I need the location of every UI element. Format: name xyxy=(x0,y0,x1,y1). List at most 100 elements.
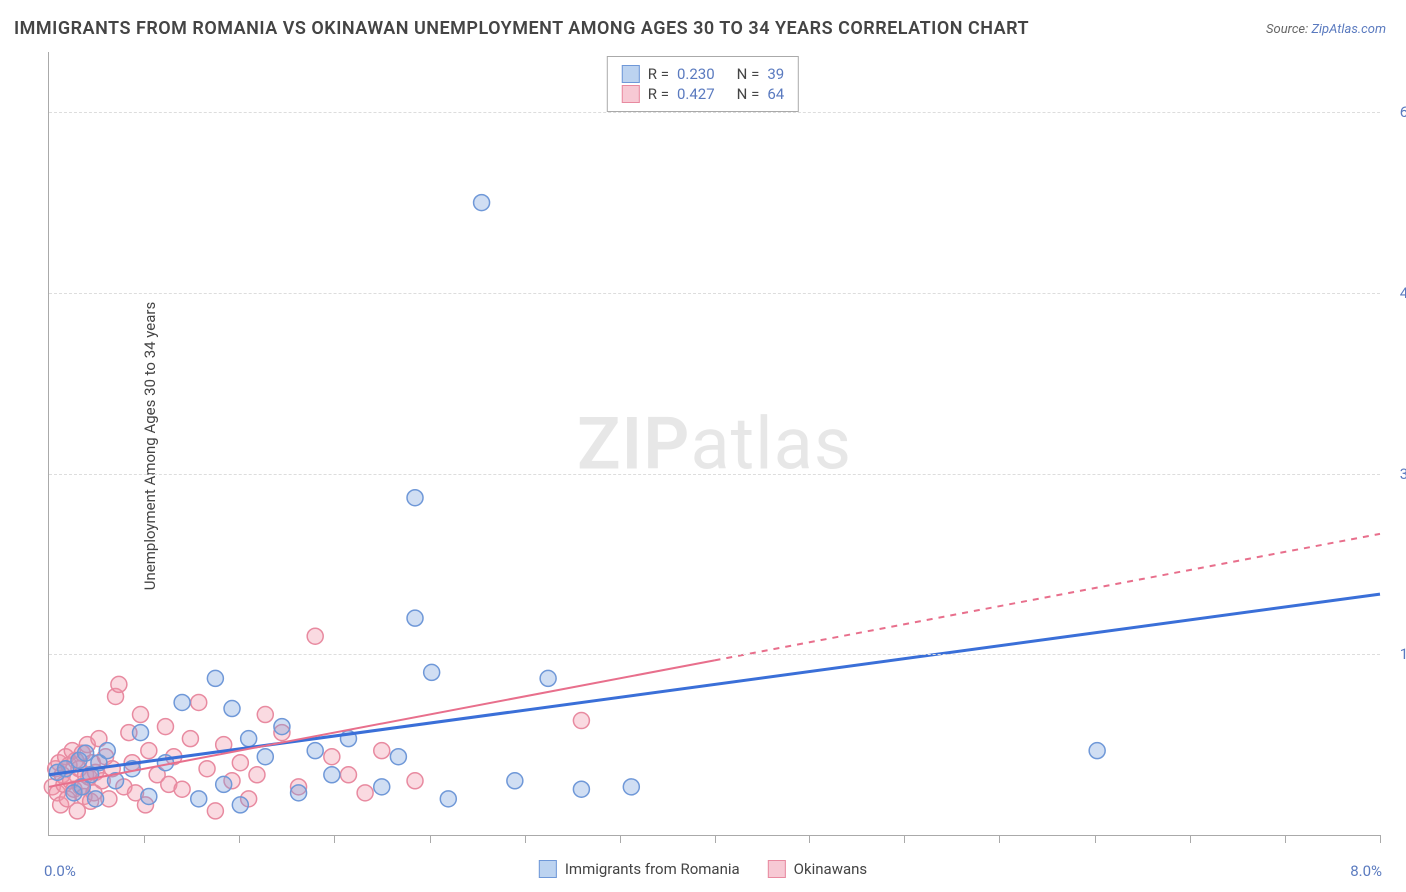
data-point xyxy=(407,773,423,789)
data-point xyxy=(141,743,157,759)
source-label: Source: xyxy=(1266,22,1308,37)
data-point xyxy=(274,719,290,735)
legend-n-label: N = xyxy=(737,85,760,103)
gridline-h xyxy=(49,112,1380,113)
x-tick xyxy=(809,835,810,843)
legend-n-value: 64 xyxy=(767,85,784,103)
data-point xyxy=(407,610,423,626)
x-tick xyxy=(334,835,335,843)
legend-row: R = 0.230 N = 39 xyxy=(622,65,784,83)
data-point xyxy=(424,664,440,680)
data-point xyxy=(133,707,149,723)
source-attribution: Source: ZipAtlas.com xyxy=(1266,22,1386,37)
data-point xyxy=(224,701,240,717)
data-point xyxy=(573,781,589,797)
data-point xyxy=(199,761,215,777)
plot-area: ZIPatlas 15.0%30.0%45.0%60.0% xyxy=(48,52,1380,836)
data-point xyxy=(357,785,373,801)
data-point xyxy=(540,670,556,686)
data-point xyxy=(216,776,232,792)
legend-swatch xyxy=(539,860,557,878)
legend-r-value: 0.230 xyxy=(677,65,715,83)
data-point xyxy=(407,490,423,506)
chart-title: IMMIGRANTS FROM ROMANIA VS OKINAWAN UNEM… xyxy=(14,18,1029,39)
x-tick xyxy=(525,835,526,843)
legend-swatch xyxy=(622,65,640,83)
source-link[interactable]: ZipAtlas.com xyxy=(1311,22,1386,37)
data-point xyxy=(1089,743,1105,759)
data-point xyxy=(324,749,340,765)
data-point xyxy=(307,743,323,759)
y-tick-label: 45.0% xyxy=(1400,284,1406,302)
bottom-legend-item: Okinawans xyxy=(768,860,867,878)
legend-n-value: 39 xyxy=(767,65,784,83)
series-legend: Immigrants from Romania Okinawans xyxy=(539,860,867,878)
data-point xyxy=(111,676,127,692)
gridline-h xyxy=(49,654,1380,655)
legend-r-label: R = xyxy=(648,65,669,83)
trend-line xyxy=(49,660,715,786)
data-point xyxy=(474,195,490,211)
data-point xyxy=(232,797,248,813)
x-tick xyxy=(1095,835,1096,843)
data-point xyxy=(174,694,190,710)
y-tick-label: 30.0% xyxy=(1400,465,1406,483)
data-point xyxy=(207,803,223,819)
data-point xyxy=(507,773,523,789)
data-point xyxy=(374,743,390,759)
gridline-h xyxy=(49,474,1380,475)
x-tick xyxy=(144,835,145,843)
x-tick xyxy=(999,835,1000,843)
data-point xyxy=(182,731,198,747)
data-point xyxy=(257,707,273,723)
data-point xyxy=(307,628,323,644)
chart-svg xyxy=(49,52,1380,835)
legend-row: R = 0.427 N = 64 xyxy=(622,85,784,103)
data-point xyxy=(157,719,173,735)
data-point xyxy=(390,749,406,765)
data-point xyxy=(340,767,356,783)
data-point xyxy=(133,725,149,741)
x-axis-max-label: 8.0% xyxy=(1350,862,1382,880)
x-tick xyxy=(239,835,240,843)
data-point xyxy=(249,767,265,783)
x-axis-min-label: 0.0% xyxy=(44,862,76,880)
x-tick xyxy=(620,835,621,843)
legend-r-value: 0.427 xyxy=(677,85,715,103)
data-point xyxy=(207,670,223,686)
legend-r-label: R = xyxy=(648,85,669,103)
legend-swatch xyxy=(622,85,640,103)
data-point xyxy=(191,694,207,710)
data-point xyxy=(191,791,207,807)
trend-line-dashed xyxy=(715,534,1381,660)
data-point xyxy=(291,785,307,801)
data-point xyxy=(623,779,639,795)
x-tick xyxy=(430,835,431,843)
bottom-legend-label: Okinawans xyxy=(794,860,867,878)
x-tick xyxy=(1380,835,1381,843)
data-point xyxy=(324,767,340,783)
data-point xyxy=(241,731,257,747)
legend-swatch xyxy=(768,860,786,878)
x-tick xyxy=(1285,835,1286,843)
data-point xyxy=(88,791,104,807)
data-point xyxy=(141,788,157,804)
bottom-legend-label: Immigrants from Romania xyxy=(565,860,740,878)
y-tick-label: 60.0% xyxy=(1400,103,1406,121)
data-point xyxy=(232,755,248,771)
x-tick xyxy=(904,835,905,843)
correlation-legend: R = 0.230 N = 39 R = 0.427 N = 64 xyxy=(607,56,799,112)
data-point xyxy=(440,791,456,807)
data-point xyxy=(573,713,589,729)
trend-line xyxy=(49,594,1380,775)
data-point xyxy=(374,779,390,795)
data-point xyxy=(174,781,190,797)
x-tick xyxy=(715,835,716,843)
legend-n-label: N = xyxy=(737,65,760,83)
y-tick-label: 15.0% xyxy=(1400,645,1406,663)
bottom-legend-item: Immigrants from Romania xyxy=(539,860,740,878)
data-point xyxy=(257,749,273,765)
gridline-h xyxy=(49,293,1380,294)
x-tick xyxy=(1190,835,1191,843)
data-point xyxy=(99,743,115,759)
